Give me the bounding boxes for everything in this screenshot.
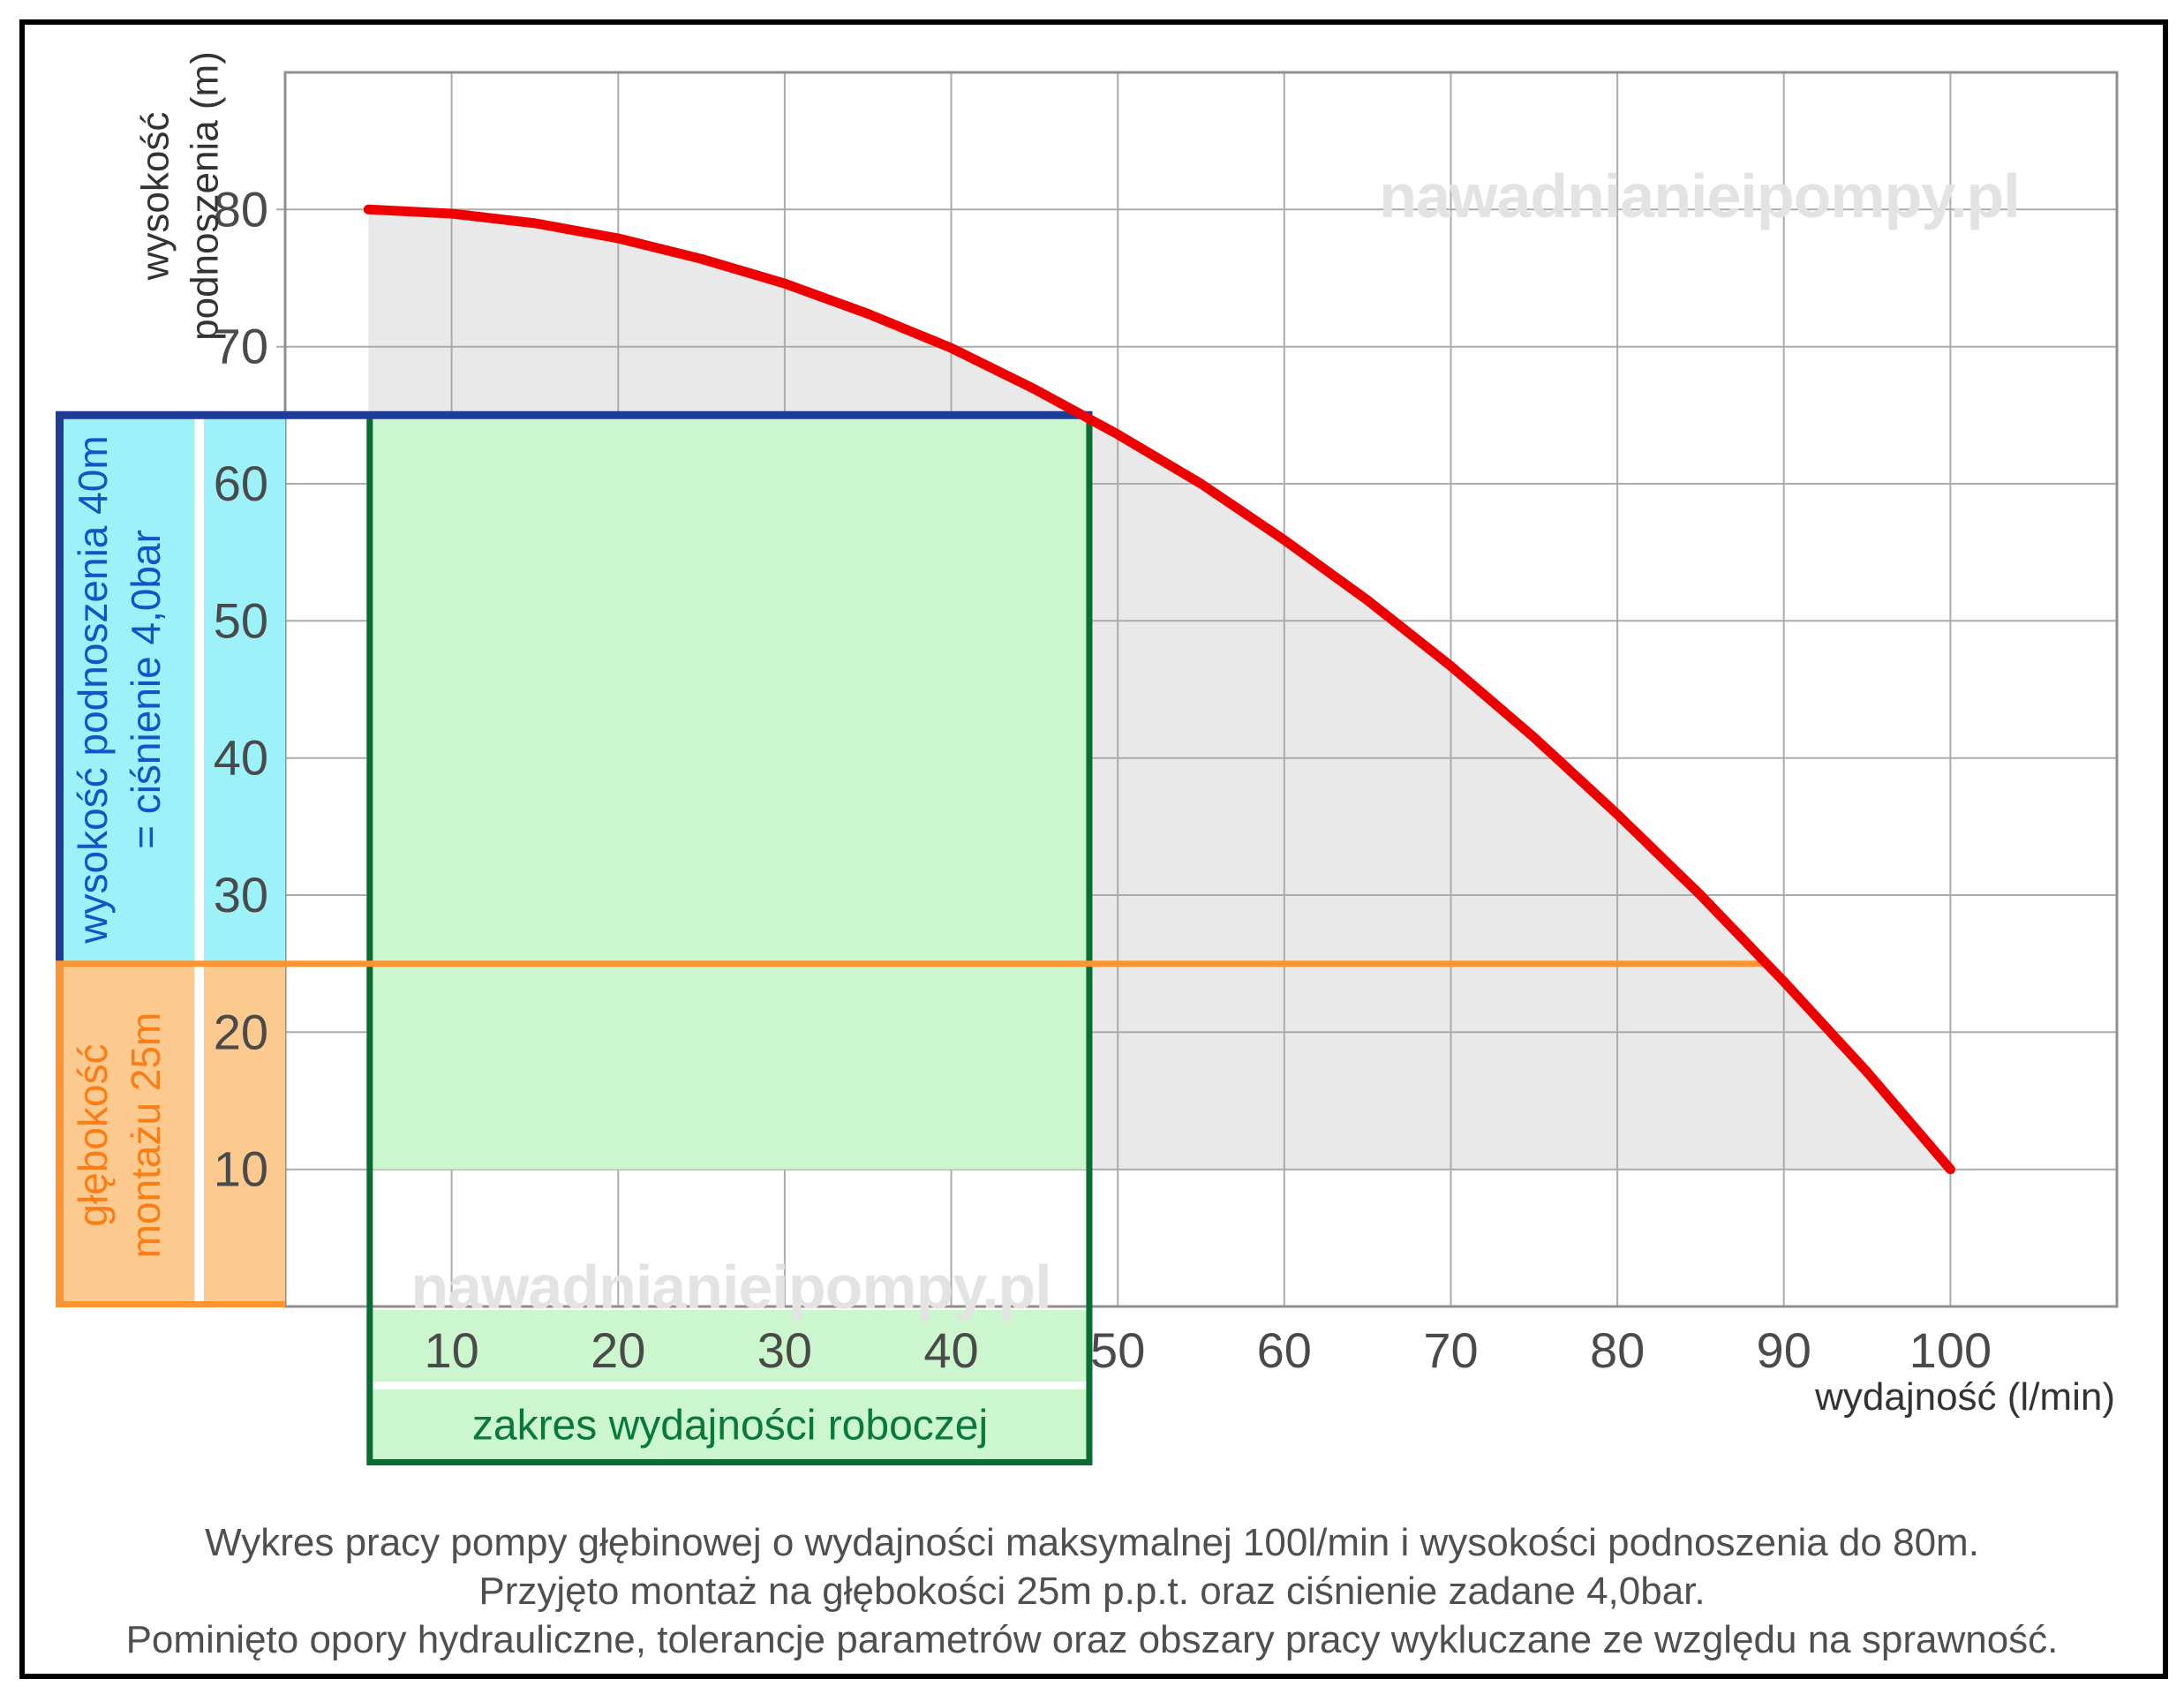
caption-line-2: Przyjęto montaż na głębokości 25m p.p.t.… <box>478 1570 1706 1613</box>
y-tick-60: 60 <box>214 455 268 511</box>
y-tick-30: 30 <box>214 867 268 922</box>
watermark-bottom: nawadnianieipompy.pl <box>410 1253 1051 1321</box>
y-axis-title-line2: podnoszenia (m) <box>184 51 227 341</box>
pressure-band <box>56 415 285 964</box>
y-tick-20: 20 <box>214 1004 268 1059</box>
pressure-band-label: wysokość podnoszenia 40m = ciśnienie 4,0… <box>67 435 173 943</box>
pressure-band-label-line1: wysokość podnoszenia 40m <box>70 435 117 944</box>
depth-band-left-border <box>56 963 64 1306</box>
caption-line-3: Pominięto opory hydrauliczne, tolerancje… <box>125 1618 2059 1661</box>
x-tick-30: 30 <box>757 1322 812 1378</box>
pressure-band-left-border <box>56 411 64 964</box>
y-tick-80: 80 <box>214 181 268 237</box>
depth-band-label-line1: głębokość <box>70 1043 117 1227</box>
x-tick-50: 50 <box>1090 1322 1145 1378</box>
y-axis-title: wysokość podnoszenia (m) <box>132 51 231 341</box>
x-tick-60: 60 <box>1257 1322 1312 1378</box>
x-tick-90: 90 <box>1757 1322 1811 1378</box>
y-tick-70: 70 <box>214 319 268 374</box>
pressure-band-label-line2: = ciśnienie 4,0bar <box>123 530 169 849</box>
y-tick-50: 50 <box>214 592 268 648</box>
x-tick-80: 80 <box>1590 1322 1645 1378</box>
depth-band-label: głębokość montażu 25m <box>67 1013 173 1259</box>
x-tick-10: 10 <box>424 1322 478 1378</box>
y-tick-10: 10 <box>214 1141 268 1197</box>
watermark-top: nawadnianieipompy.pl <box>1379 162 2020 230</box>
caption-line-1: Wykres pracy pompy głębinowej o wydajnoś… <box>205 1521 1979 1564</box>
depth-band-label-line2: montażu 25m <box>123 1012 169 1259</box>
depth-band-bottom-border <box>56 1301 285 1307</box>
y-tick-40: 40 <box>214 730 268 786</box>
band-white-divider <box>194 418 204 1301</box>
working-range-border <box>366 412 1093 1465</box>
working-range-divider <box>373 1382 1087 1389</box>
working-range-fill <box>366 415 1093 1170</box>
x-tick-40: 40 <box>923 1322 978 1378</box>
working-range-label: zakres wydajności roboczej <box>471 1402 989 1449</box>
x-tick-100: 100 <box>1909 1322 1992 1378</box>
x-tick-20: 20 <box>591 1322 645 1378</box>
figure-border <box>19 19 2168 1679</box>
x-tick-70: 70 <box>1423 1322 1478 1378</box>
depth-band <box>56 963 285 1307</box>
x-axis-title: wydajność (l/min) <box>1815 1375 2115 1419</box>
y-axis-title-line1: wysokość <box>133 111 177 281</box>
pump-curve <box>363 204 1955 1175</box>
